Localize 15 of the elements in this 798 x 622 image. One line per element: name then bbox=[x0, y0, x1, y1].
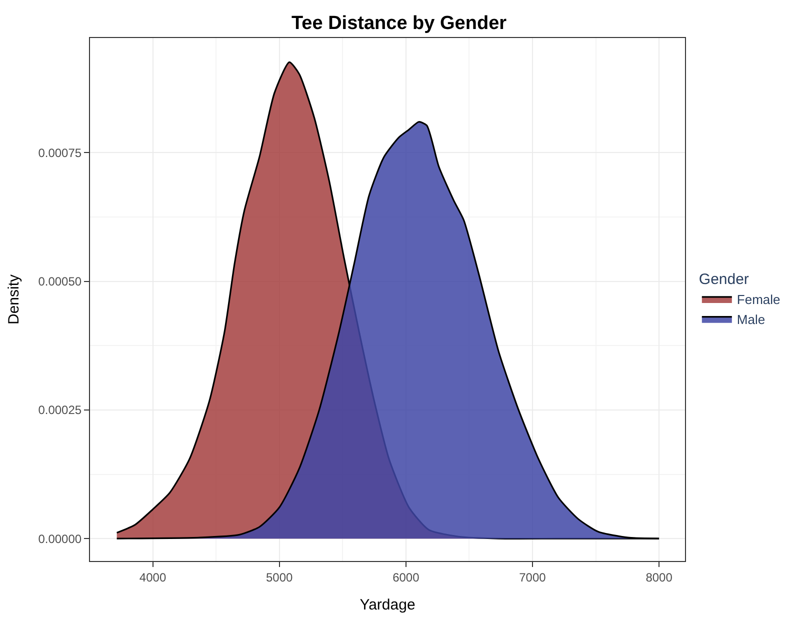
legend-title: Gender bbox=[698, 271, 749, 288]
y-tick-label: 0.00075 bbox=[38, 146, 82, 160]
x-axis-title: Yardage bbox=[360, 596, 416, 614]
x-tick-label: 8000 bbox=[646, 570, 673, 584]
y-tick-label: 0.00000 bbox=[38, 532, 82, 546]
x-tick-label: 4000 bbox=[139, 570, 166, 584]
legend-label: Male bbox=[736, 312, 766, 327]
x-tick-label: 7000 bbox=[519, 570, 546, 584]
y-tick-label: 0.00050 bbox=[38, 274, 82, 289]
legend-label: Female bbox=[736, 292, 780, 308]
y-tick-label: 0.00025 bbox=[38, 403, 82, 418]
y-axis-title: Density bbox=[5, 274, 22, 325]
chart-title: Tee Distance by Gender bbox=[291, 12, 508, 34]
x-tick-label: 6000 bbox=[392, 570, 420, 584]
x-tick-label: 5000 bbox=[266, 570, 294, 584]
